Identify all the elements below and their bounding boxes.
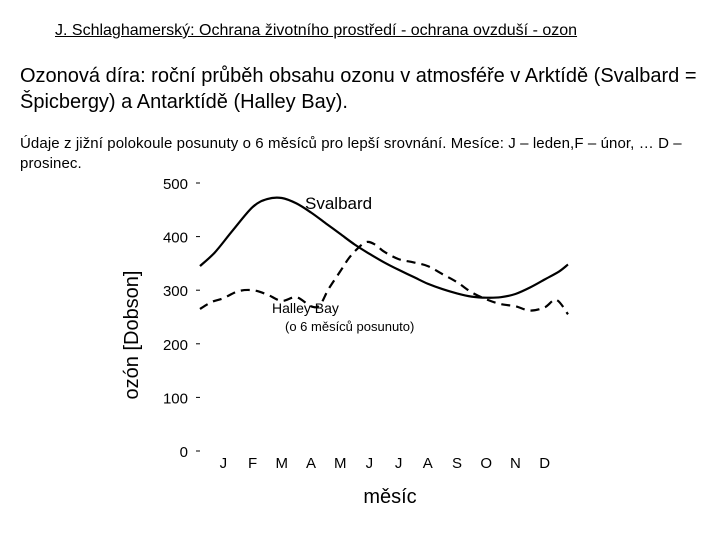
x-tick-label: F bbox=[248, 455, 257, 472]
annotation-halley-bay-note: (o 6 měsíců posunuto) bbox=[285, 319, 414, 334]
x-tick-label: D bbox=[539, 455, 550, 472]
slide-note: Údaje z jižní polokoule posunuty o 6 měs… bbox=[20, 135, 682, 172]
annotation-svalbard: Svalbard bbox=[305, 194, 372, 213]
y-tick-label: 100 bbox=[163, 390, 188, 407]
x-tick-label: A bbox=[306, 455, 316, 472]
x-tick-label: J bbox=[220, 455, 228, 472]
slide-title: Ozonová díra: roční průběh obsahu ozonu … bbox=[20, 65, 697, 113]
y-tick-label: 200 bbox=[163, 337, 188, 354]
x-axis-label: měsíc bbox=[363, 486, 416, 508]
slide-header: J. Schlaghamerský: Ochrana životního pro… bbox=[55, 22, 578, 39]
y-tick-label: 300 bbox=[163, 283, 188, 300]
x-tick-label: M bbox=[276, 455, 289, 472]
series-line-halley-bay bbox=[199, 240, 569, 315]
x-tick-label: J bbox=[395, 455, 403, 472]
y-tick-label: 0 bbox=[180, 444, 188, 461]
x-tick-label: O bbox=[480, 455, 492, 472]
x-tick-label: S bbox=[452, 455, 462, 472]
x-tick-label: J bbox=[366, 455, 374, 472]
chart-axes: ozón [Dobson] měsíc bbox=[121, 182, 417, 508]
series-line-svalbard bbox=[199, 196, 569, 299]
chart-series bbox=[199, 196, 569, 315]
annotation-halley-bay: Halley Bay bbox=[272, 300, 339, 316]
chart-annotations: Svalbard Halley Bay (o 6 měsíců posunuto) bbox=[272, 194, 414, 334]
y-tick-label: 400 bbox=[163, 230, 188, 247]
x-tick-label: A bbox=[423, 455, 433, 472]
y-tick-label: 500 bbox=[163, 176, 188, 193]
y-tick-labels: 500 400 300 200 100 0 bbox=[163, 176, 188, 461]
y-axis-label: ozón [Dobson] bbox=[121, 271, 143, 400]
x-tick-label: N bbox=[510, 455, 521, 472]
x-tick-label: M bbox=[334, 455, 347, 472]
